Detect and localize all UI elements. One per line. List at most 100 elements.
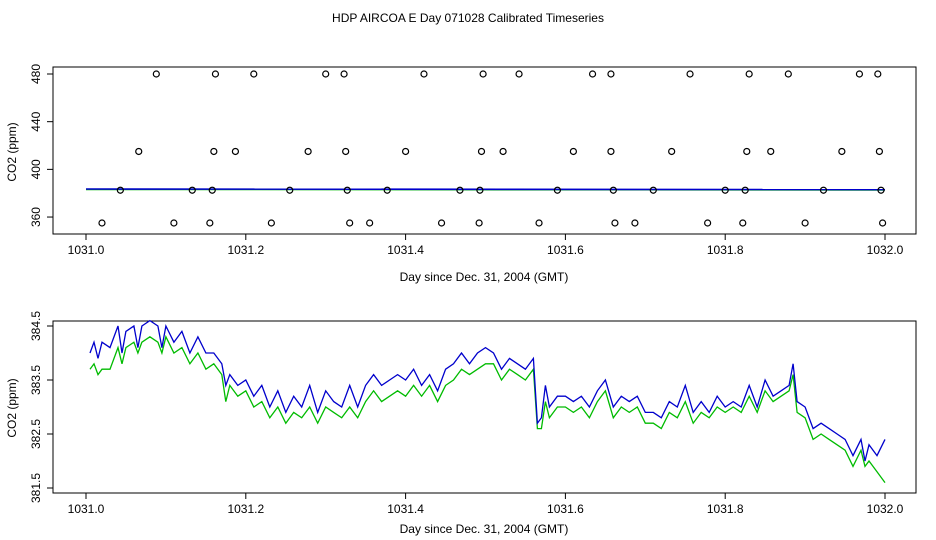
top-plot-frame (52, 66, 917, 235)
y-tick-label: 400 (29, 159, 43, 179)
data-point (383, 186, 391, 194)
data-point (402, 147, 410, 156)
data-point (456, 186, 464, 194)
data-point (340, 70, 348, 78)
data-point (206, 219, 214, 227)
data-point (437, 219, 446, 227)
x-tick-label: 1031.2 (227, 502, 264, 516)
top-series-lines (85, 188, 886, 191)
data-point (98, 219, 106, 227)
data-point (819, 186, 828, 194)
blue-series-line (89, 319, 886, 462)
x-tick-label: 1031.8 (707, 502, 744, 516)
bottom-y-axis: 381.5 382.5 383.5 384.5 (29, 311, 53, 503)
x-tick-label: 1031.0 (68, 243, 105, 257)
data-point (250, 70, 258, 78)
data-point (745, 70, 753, 78)
data-point (569, 147, 577, 156)
top-x-axis: 1031.0 1031.2 1031.4 1031.6 1031.8 1032.0 (68, 234, 904, 257)
data-point (607, 147, 615, 156)
x-tick-label: 1031.0 (68, 502, 105, 516)
data-point (515, 70, 523, 78)
data-point (231, 147, 240, 156)
x-tick-label: 1031.6 (547, 243, 584, 257)
x-tick-label: 1032.0 (867, 502, 904, 516)
data-point (476, 186, 484, 194)
data-point (649, 186, 657, 194)
top-y-axis-label: CO2 (ppm) (5, 122, 19, 181)
data-point (721, 186, 729, 194)
data-point (499, 147, 507, 156)
data-point (686, 70, 694, 78)
bottom-plot-frame (52, 320, 917, 494)
x-tick-label: 1032.0 (867, 243, 904, 257)
data-point (631, 219, 639, 227)
data-point (479, 70, 487, 78)
data-point (420, 70, 428, 78)
data-point (366, 219, 374, 227)
data-point (668, 147, 676, 156)
y-tick-label: 382.5 (29, 419, 43, 449)
top-x-axis-label: Day since Dec. 31, 2004 (GMT) (400, 270, 569, 284)
y-tick-label: 440 (29, 111, 43, 131)
data-point (784, 70, 792, 78)
data-point (304, 147, 312, 156)
x-tick-label: 1031.4 (387, 243, 424, 257)
data-point (346, 219, 354, 227)
top-y-axis: 360 400 440 480 (29, 64, 53, 227)
data-point (343, 186, 351, 194)
blue-series-line (85, 188, 886, 191)
bottom-y-axis-label: CO2 (ppm) (5, 378, 19, 437)
data-point (609, 186, 617, 194)
data-point (535, 219, 543, 227)
data-point (877, 186, 885, 194)
data-point (588, 70, 597, 78)
data-point (741, 186, 749, 194)
y-tick-label: 360 (29, 207, 43, 227)
y-tick-label: 480 (29, 64, 43, 84)
data-point (553, 186, 562, 194)
x-tick-label: 1031.4 (387, 502, 424, 516)
data-point (477, 147, 486, 156)
data-point (704, 219, 712, 227)
data-point (188, 186, 196, 194)
data-point (743, 147, 751, 156)
x-tick-label: 1031.6 (547, 502, 584, 516)
data-point (267, 219, 275, 227)
y-tick-label: 383.5 (29, 365, 43, 395)
x-tick-label: 1031.8 (707, 243, 744, 257)
data-point (322, 70, 330, 78)
data-point (607, 70, 615, 78)
x-tick-label: 1031.2 (227, 243, 264, 257)
data-point (342, 147, 350, 156)
data-point (611, 219, 619, 227)
data-point (210, 147, 218, 156)
data-point (879, 219, 887, 227)
y-tick-label: 381.5 (29, 473, 43, 503)
data-point (135, 147, 143, 156)
data-point (767, 147, 775, 156)
data-point (152, 70, 160, 78)
data-point (116, 186, 124, 194)
bottom-series-lines (89, 319, 886, 483)
bottom-x-axis: 1031.0 1031.2 1031.4 1031.6 1031.8 1032.0 (68, 493, 904, 516)
top-scatter-points (98, 70, 887, 227)
data-point (855, 70, 864, 78)
data-point (475, 219, 483, 227)
data-point (801, 219, 809, 227)
bottom-x-axis-label: Day since Dec. 31, 2004 (GMT) (400, 522, 569, 536)
data-point (875, 147, 884, 156)
data-point (208, 186, 216, 194)
green-series-line (89, 334, 886, 483)
data-point (739, 219, 747, 227)
data-point (170, 219, 178, 227)
y-tick-label: 384.5 (29, 311, 43, 341)
chart-title: HDP AIRCOA E Day 071028 Calibrated Times… (332, 11, 604, 25)
data-point (286, 186, 294, 194)
data-point (838, 147, 846, 156)
data-point (874, 70, 882, 78)
data-point (211, 70, 220, 78)
